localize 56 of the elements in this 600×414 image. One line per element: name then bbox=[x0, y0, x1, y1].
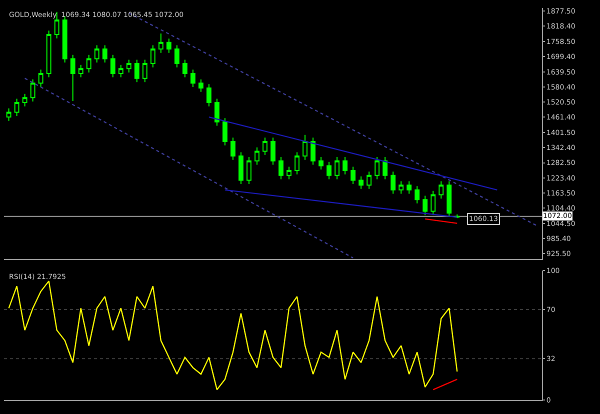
candlestick bbox=[214, 98, 220, 126]
candlestick bbox=[438, 180, 444, 200]
candlestick bbox=[238, 152, 244, 185]
candlestick bbox=[390, 171, 396, 194]
candlestick bbox=[270, 137, 276, 166]
candlestick bbox=[30, 78, 36, 102]
candlestick bbox=[62, 16, 68, 64]
candlestick bbox=[254, 146, 260, 166]
line-series bbox=[8, 280, 458, 390]
candlestick bbox=[334, 156, 340, 180]
candlestick bbox=[158, 32, 164, 54]
candlestick bbox=[286, 166, 292, 180]
candlestick bbox=[262, 137, 268, 156]
candlestick bbox=[302, 134, 308, 160]
candlestick bbox=[142, 59, 148, 83]
candlestick bbox=[134, 59, 140, 83]
candlestick bbox=[342, 156, 348, 175]
candlestick bbox=[446, 180, 452, 218]
candlestick bbox=[102, 44, 108, 64]
candlestick bbox=[182, 59, 188, 78]
candlestick bbox=[46, 30, 52, 78]
candlestick bbox=[94, 44, 100, 64]
candlestick bbox=[406, 180, 412, 194]
candlestick bbox=[374, 156, 380, 180]
candlestick bbox=[86, 54, 92, 73]
candlestick bbox=[118, 64, 124, 78]
candlestick bbox=[150, 44, 156, 68]
candlestick bbox=[174, 44, 180, 68]
candlestick bbox=[14, 98, 20, 117]
candlestick bbox=[278, 156, 284, 180]
candlestick bbox=[110, 54, 116, 78]
candlestick bbox=[190, 69, 196, 88]
candlestick bbox=[78, 64, 84, 78]
candlestick bbox=[414, 186, 420, 204]
candlestick bbox=[126, 59, 132, 73]
candlestick bbox=[422, 195, 428, 216]
candlestick bbox=[310, 137, 316, 166]
candlestick bbox=[294, 152, 300, 175]
candlestick bbox=[6, 108, 12, 122]
candlestick bbox=[358, 176, 364, 190]
candlestick bbox=[222, 118, 228, 146]
candlestick bbox=[398, 180, 404, 194]
candlestick bbox=[246, 156, 252, 185]
candlestick bbox=[38, 69, 44, 88]
candlestick bbox=[430, 190, 436, 216]
candlestick bbox=[230, 137, 236, 160]
candlestick bbox=[198, 78, 204, 92]
candlestick bbox=[70, 54, 76, 102]
candlestick bbox=[326, 161, 332, 180]
candlestick bbox=[382, 156, 388, 180]
candlestick bbox=[366, 171, 372, 190]
candlestick bbox=[22, 93, 28, 107]
candlestick bbox=[350, 166, 356, 185]
candlestick bbox=[166, 38, 172, 54]
candlestick bbox=[318, 156, 324, 170]
candlestick bbox=[206, 84, 212, 107]
